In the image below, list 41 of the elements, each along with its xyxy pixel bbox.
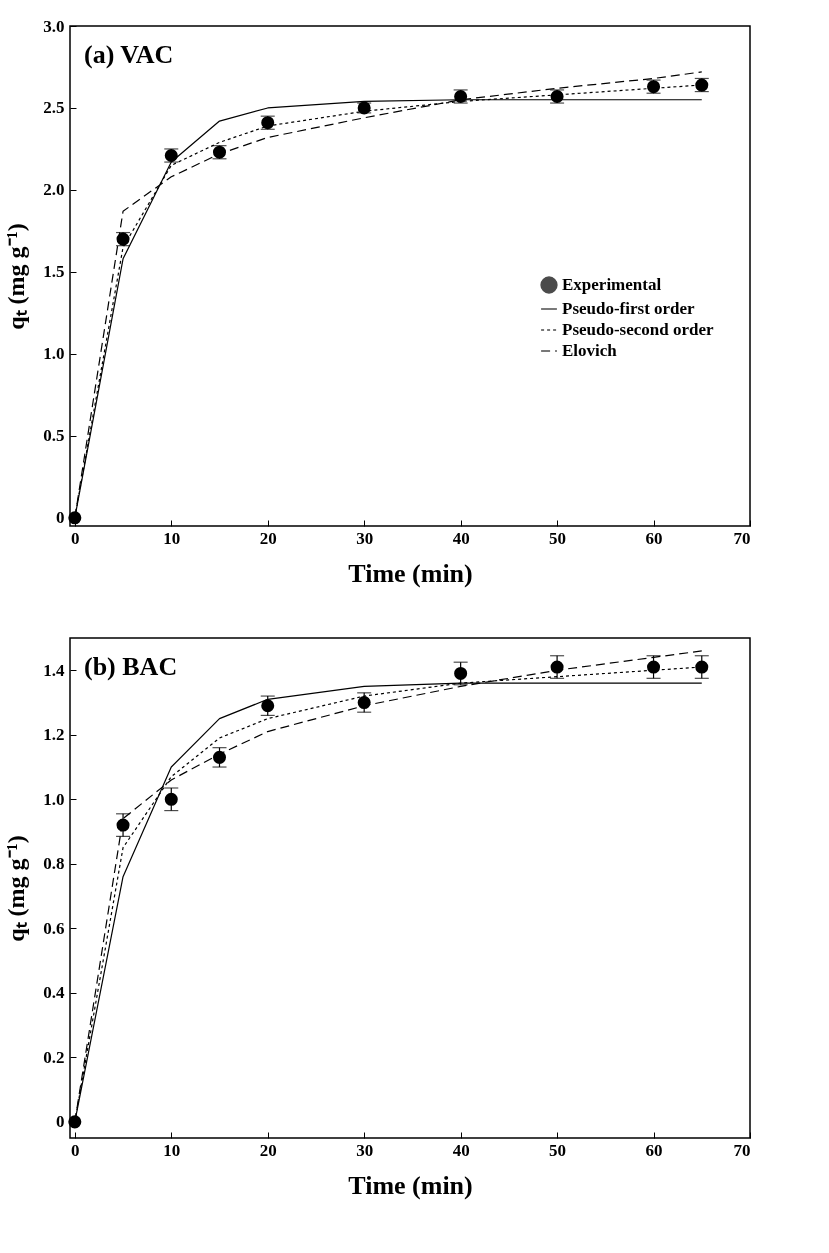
y-tick-label: 1.0 xyxy=(43,789,65,809)
y-axis-title: qₜ (mg g⁻¹) xyxy=(3,223,30,330)
x-axis-title: Time (min) xyxy=(348,558,473,588)
y-tick-label: 0.2 xyxy=(43,1047,65,1067)
text: (b) BAC xyxy=(84,652,178,681)
y-axis-title: qₜ (mg g⁻¹) xyxy=(3,835,30,942)
x-tick-label: 30 xyxy=(356,528,374,548)
y-tick-label: 0 xyxy=(56,1112,65,1132)
y-tick-label: 0.5 xyxy=(43,426,65,446)
x-tick-label: 50 xyxy=(549,528,567,548)
y-tick-label: 1.4 xyxy=(43,660,65,680)
legend-label: Pseudo-second order xyxy=(562,320,715,339)
y-tick-label: 1.2 xyxy=(43,725,65,745)
x-tick-label: 40 xyxy=(452,528,470,548)
x-tick-label: 60 xyxy=(645,528,663,548)
legend-label: Pseudo-first order xyxy=(562,299,696,318)
y-tick-label: 3.0 xyxy=(43,16,65,36)
x-tick-label: 20 xyxy=(259,1140,277,1160)
x-tick-label: 20 xyxy=(259,528,277,548)
y-tick-label: 0.4 xyxy=(43,983,65,1003)
y-tick-label: 0.6 xyxy=(43,918,65,938)
x-tick-label: 10 xyxy=(163,528,181,548)
x-tick-label: 40 xyxy=(452,1140,470,1160)
x-tick-label: 0 xyxy=(71,1140,80,1160)
y-tick-label: 0.8 xyxy=(43,854,65,874)
x-tick-label: 70 xyxy=(733,1140,751,1160)
x-tick-label: 30 xyxy=(356,1140,374,1160)
legend-label: Experimental xyxy=(562,275,662,294)
y-tick-label: 2.5 xyxy=(43,98,65,118)
y-tick-label: 2.0 xyxy=(43,180,65,200)
x-tick-label: 10 xyxy=(163,1140,181,1160)
legend-label: Elovich xyxy=(562,341,618,360)
x-axis-title: Time (min) xyxy=(348,1170,473,1200)
x-tick-label: 60 xyxy=(645,1140,663,1160)
y-tick-label: 1.5 xyxy=(43,262,65,282)
x-tick-label: 0 xyxy=(71,528,80,548)
x-tick-label: 70 xyxy=(733,528,751,548)
text: (a) VAC xyxy=(84,40,174,69)
y-tick-label: 1.0 xyxy=(43,344,65,364)
x-tick-label: 50 xyxy=(549,1140,567,1160)
y-tick-label: 0 xyxy=(56,508,65,528)
